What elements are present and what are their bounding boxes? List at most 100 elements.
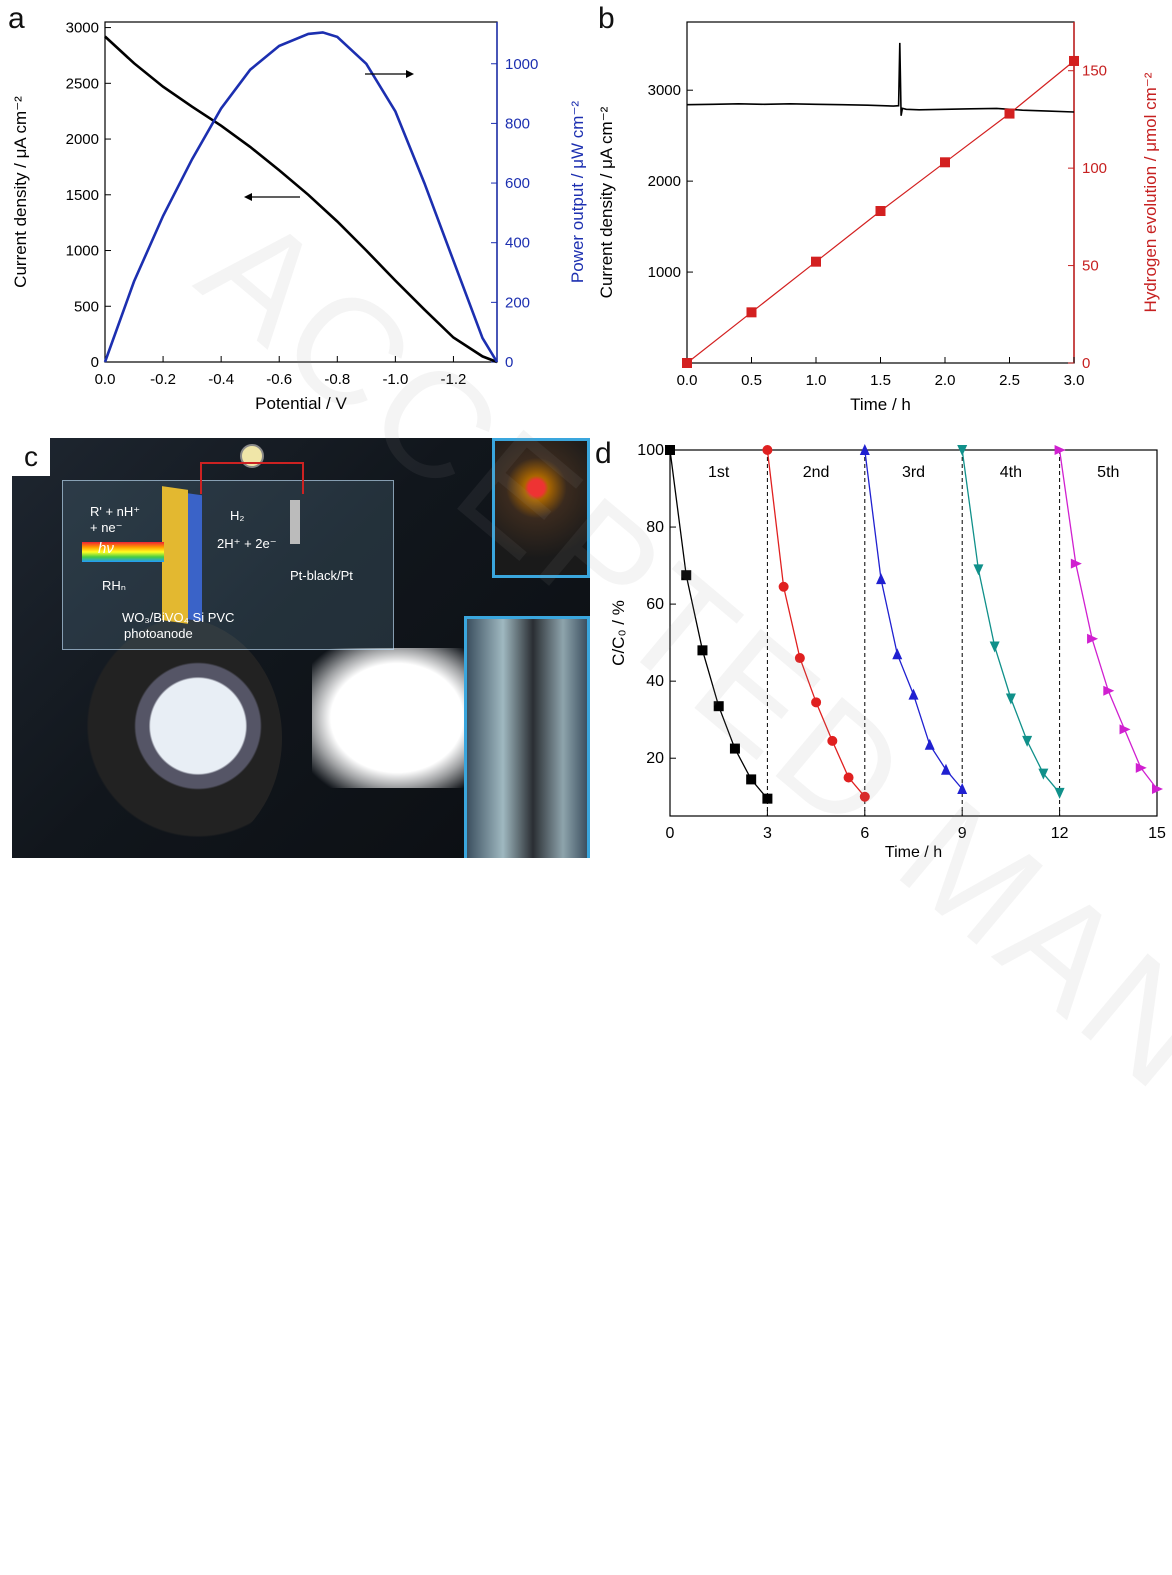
- x-tick-label: 15: [1148, 825, 1166, 842]
- y-tick-label: 80: [646, 519, 664, 536]
- x-tick-label: -1.0: [382, 371, 408, 388]
- reaction-left-2: + ne⁻: [90, 520, 123, 535]
- y-tick-label: 500: [74, 298, 99, 315]
- data-point-cycle-2: [762, 445, 773, 455]
- data-point-cycle-1: [697, 645, 708, 656]
- x-tick-label: 6: [860, 825, 869, 842]
- x-axis-label: Time / h: [885, 844, 942, 858]
- cycle-label: 3rd: [902, 464, 925, 481]
- reaction-left-1: R' + nH⁺: [90, 504, 141, 519]
- y-tick-label: 1500: [66, 187, 99, 204]
- y-axis-label: Current density / μA cm⁻²: [597, 106, 616, 298]
- series-line-current: [104, 35, 498, 364]
- data-point-cycle-4: [973, 564, 984, 576]
- x-tick-label: -0.6: [266, 371, 292, 388]
- x-tick-label: 0.0: [95, 371, 116, 388]
- y-tick-label: 0: [91, 354, 99, 371]
- data-point-cycle-4: [957, 445, 968, 456]
- plot-frame: [669, 449, 1158, 817]
- y2-tick-label: 400: [505, 235, 530, 252]
- inset-cell-photo: [464, 616, 590, 858]
- y2-tick-label: 800: [505, 115, 530, 132]
- y2-tick-label: 600: [505, 175, 530, 192]
- data-point-cycle-2: [794, 653, 805, 664]
- series-line-cycle-5: [1058, 449, 1158, 790]
- schematic-box: [62, 480, 394, 650]
- x-tick-label: 2.0: [935, 372, 956, 389]
- panel-label-c: c: [12, 438, 50, 476]
- plot-frame: [104, 21, 498, 363]
- x-tick-label: -0.8: [324, 371, 350, 388]
- data-point-hydrogen: [746, 307, 757, 318]
- y-axis-label: Current density / μA cm⁻²: [11, 96, 30, 288]
- data-point-cycle-1: [729, 743, 740, 754]
- y-tick-label: 3000: [648, 82, 681, 99]
- circuit-wire: [200, 462, 304, 494]
- data-point-cycle-4: [1038, 768, 1049, 780]
- y2-tick-label: 100: [1082, 160, 1107, 177]
- y-tick-label: 60: [646, 596, 664, 613]
- data-point-cycle-4: [1054, 787, 1065, 799]
- data-point-cycle-5: [1103, 685, 1115, 696]
- x-axis-label: Potential / V: [255, 394, 347, 413]
- series-line-current: [686, 42, 1075, 116]
- data-point-cycle-2: [778, 581, 789, 592]
- y-tick-label: 2000: [66, 131, 99, 148]
- x-tick-label: 0: [666, 825, 675, 842]
- data-point-cycle-4: [1022, 735, 1033, 747]
- y-axis-label: C/C₀ / %: [609, 600, 628, 666]
- data-point-cycle-1: [713, 701, 724, 712]
- x-tick-label: 12: [1051, 825, 1069, 842]
- data-point-cycle-3: [924, 738, 935, 750]
- data-point-cycle-3: [940, 763, 951, 775]
- data-point-cycle-1: [665, 445, 675, 455]
- bulb-icon: [240, 444, 264, 468]
- series-line-cycle-3: [864, 449, 963, 790]
- data-point-cycle-3: [957, 783, 968, 795]
- light-label: hν: [98, 540, 114, 557]
- data-point-cycle-2: [859, 791, 870, 802]
- data-point-cycle-4: [989, 641, 1000, 653]
- series-line-cycle-1: [669, 449, 768, 800]
- photoanode-label-2: photoanode: [124, 626, 193, 641]
- y-tick-label: 1000: [66, 243, 99, 260]
- data-point-hydrogen: [811, 256, 821, 267]
- data-point-hydrogen: [940, 157, 950, 168]
- data-point-hydrogen: [1069, 55, 1079, 66]
- panel-label-a: a: [8, 2, 25, 35]
- product-label: RHₙ: [102, 578, 126, 593]
- panel-label-d: d: [595, 437, 612, 470]
- series-line-cycle-2: [766, 449, 866, 798]
- y2-tick-label: 0: [1082, 355, 1090, 372]
- y2-tick-label: 150: [1082, 63, 1107, 80]
- x-tick-label: 0.0: [677, 372, 698, 389]
- chart-d: 0 3 6 9 12 15 20 40 60 80 100 Time / h C/C₀ / % 1st 2n…: [609, 442, 1166, 858]
- data-point-cycle-2: [843, 772, 854, 783]
- photoanode-plate: [162, 486, 188, 624]
- h2-label: H₂: [230, 508, 245, 523]
- cycle-label: 4th: [1000, 464, 1022, 481]
- x-tick-label: 3.0: [1064, 372, 1085, 389]
- y2-tick-label: 1000: [505, 56, 538, 73]
- x-tick-label: 0.5: [741, 372, 762, 389]
- data-point-cycle-5: [1135, 762, 1147, 773]
- x-tick-label: 9: [958, 825, 967, 842]
- data-point-cycle-1: [762, 793, 773, 804]
- y2-axis-label: Hydrogen evolution / μmol cm⁻²: [1141, 72, 1160, 312]
- data-point-cycle-2: [827, 735, 838, 746]
- y-tick-label: 2500: [66, 75, 99, 92]
- photo-panel: c hν R' + nH⁺ + ne⁻ RHₙ H₂ 2H⁺ + 2e⁻ Pt-…: [12, 438, 590, 858]
- data-point-hydrogen: [875, 206, 886, 217]
- x-tick-label: 3: [763, 825, 772, 842]
- reaction-right: 2H⁺ + 2e⁻: [217, 536, 277, 551]
- inset-led-photo: [492, 438, 590, 578]
- light-beam: [82, 542, 164, 562]
- photoanode-label-1: WO₃/BiVO₄ Si PVC: [122, 610, 235, 625]
- cathode-plate: [290, 500, 300, 544]
- y2-tick-label: 200: [505, 294, 530, 311]
- data-point-cycle-5: [1054, 445, 1066, 455]
- chart-b: 0.0 0.5 1.0 1.5 2.0 2.5 3.0 1000 2000 3000 0 50 100 1…: [597, 21, 1160, 414]
- x-tick-label: -1.2: [441, 371, 467, 388]
- y-tick-label: 20: [646, 750, 664, 767]
- data-point-hydrogen: [682, 358, 692, 368]
